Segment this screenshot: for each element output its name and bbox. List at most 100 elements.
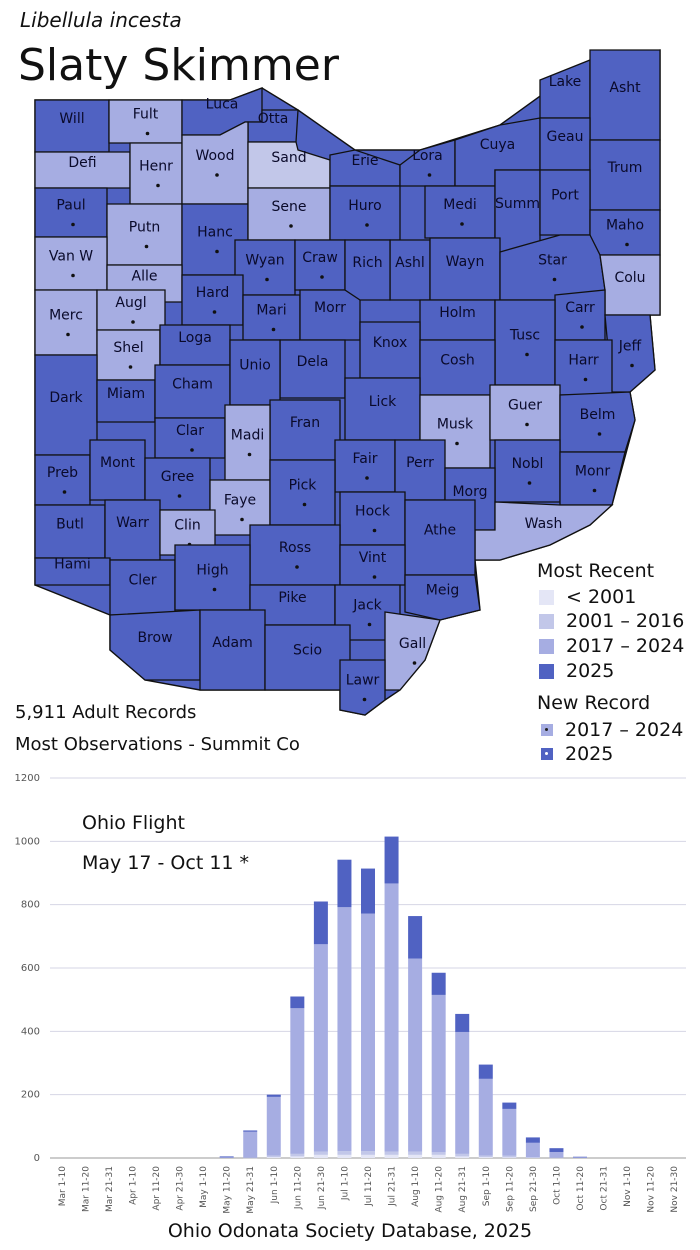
county-label: Star: [538, 253, 567, 269]
bar-segment: [361, 1154, 375, 1158]
new-record-dot: [212, 587, 217, 592]
new-record-dot: [625, 242, 629, 247]
bar-segment: [290, 1153, 305, 1157]
county-label: Unio: [239, 358, 271, 374]
county-medi: Medi: [424, 185, 496, 239]
county-label: Belm: [580, 407, 616, 423]
new-record-dot: [156, 183, 160, 188]
county-adam: Adam: [199, 609, 266, 691]
county-fult: Fult: [108, 99, 183, 144]
new-record-dot: [128, 365, 133, 369]
county-label: Wood: [195, 148, 234, 164]
county-rich: Rich: [344, 239, 391, 301]
bar-segment: [573, 1156, 587, 1158]
x-tick-label: Aug 1-10: [411, 1166, 421, 1207]
bar-segment: [478, 1064, 493, 1079]
new-record-dot: [597, 432, 602, 436]
legend-swatch: [539, 613, 554, 629]
x-tick-label: Sep 21-30: [529, 1166, 539, 1212]
new-record-dot: [527, 481, 532, 485]
county-label: Preb: [47, 465, 78, 481]
most-observations: Most Observations - Summit Co: [15, 734, 300, 755]
legend-label: 2017 – 2024: [566, 635, 685, 657]
flight-period: May 17 - Oct 11 *: [82, 852, 250, 874]
county-label: Gree: [161, 469, 195, 485]
county-dela: Dela: [279, 339, 346, 399]
bar-segment: [549, 1151, 564, 1158]
county-label: Erie: [351, 153, 378, 169]
new-record-dot: [131, 320, 135, 324]
x-tick-label: Jun 21-30: [317, 1166, 327, 1210]
county-cler: Cler: [109, 559, 176, 616]
new-record-dot: [592, 488, 597, 493]
county-label: Hami: [54, 557, 91, 573]
county-label: Port: [551, 188, 579, 204]
county-label: Clar: [176, 423, 204, 439]
source-credit: Ohio Odonata Society Database, 2025: [167, 1220, 533, 1242]
county-meig: Meig: [404, 574, 481, 621]
flight-chart: 0 200 400 600 800 1000 1200 Mar 1-10 Mar 11-20 M…: [15, 773, 686, 1214]
county-scio: Scio: [264, 624, 351, 691]
county-label: Cler: [128, 573, 156, 589]
county-label: Sand: [271, 150, 306, 166]
county-trum: Trum: [589, 139, 661, 211]
county-label: Will: [59, 111, 84, 127]
county-label: Holm: [439, 305, 476, 321]
county-label: Medi: [443, 197, 476, 213]
county-morr: Morr: [299, 289, 361, 341]
county-label: Madi: [231, 428, 264, 444]
county-label: Van W: [49, 249, 93, 265]
county-maho: Maho: [589, 209, 661, 256]
x-tick-label: Mar 11-20: [81, 1166, 91, 1212]
x-tick-label: Apr 1-10: [128, 1166, 138, 1205]
ohio-county-map: Will Fult Luca Otta Lake Asht Defi Henr Wood Sand…: [34, 49, 661, 716]
bar-segment: [313, 1151, 328, 1155]
new-record-dot: [365, 476, 369, 480]
bar-segment: [478, 1078, 493, 1156]
new-record-dot: [367, 622, 372, 627]
county-label: Fult: [133, 107, 159, 123]
county-nobl: Nobl: [494, 439, 561, 503]
county-label: Trum: [607, 160, 643, 176]
county-madi: Madi: [224, 404, 271, 481]
legend-item-2017-2024: 2017 – 2024: [539, 635, 684, 657]
y-tick-label: 1000: [15, 836, 40, 847]
county-butl: Butl: [34, 504, 106, 559]
bar-segment: [455, 1153, 470, 1157]
bar-segment: [431, 1152, 446, 1155]
x-tick-label: Mar 21-31: [105, 1166, 115, 1212]
bar-segment: [525, 1142, 540, 1158]
new-record-dot: [630, 363, 634, 368]
x-tick-label: Oct 11-20: [576, 1166, 586, 1211]
county-label: Ross: [279, 540, 311, 556]
chart-title: Ohio Flight: [82, 812, 185, 834]
new-record-dot: [372, 528, 377, 533]
county-label: Miam: [107, 386, 145, 402]
bar-segment: [525, 1137, 540, 1143]
county-will: Will: [34, 99, 110, 153]
bar-segment: [573, 1157, 587, 1158]
bar-segment: [337, 1151, 352, 1155]
county-label: Merc: [49, 308, 83, 324]
new-record-dot: [295, 565, 299, 569]
county-fair: Fair: [334, 439, 396, 493]
new-record-dot: [362, 697, 367, 702]
bar-segment: [502, 1108, 517, 1156]
new-record-dot: [62, 490, 67, 494]
county-label: Paul: [56, 198, 85, 214]
legend-recent-title: Most Recent: [537, 560, 655, 582]
bar-segment: [384, 1151, 399, 1155]
legend-swatch: [539, 638, 554, 654]
x-tick-label: Oct 21-31: [600, 1166, 610, 1211]
county-label: Dela: [297, 354, 329, 370]
bar-segment: [361, 868, 375, 914]
new-record-dot: [372, 575, 377, 579]
y-tick-label: 0: [34, 1153, 40, 1164]
county-label: Scio: [293, 643, 322, 659]
county-label: Summ: [495, 196, 540, 212]
new-record-dot: [365, 223, 369, 227]
county-label: Colu: [614, 270, 645, 286]
legend-swatch: [539, 663, 554, 679]
county-athe: Athe: [404, 499, 476, 576]
county-putn: Putn: [106, 203, 183, 266]
